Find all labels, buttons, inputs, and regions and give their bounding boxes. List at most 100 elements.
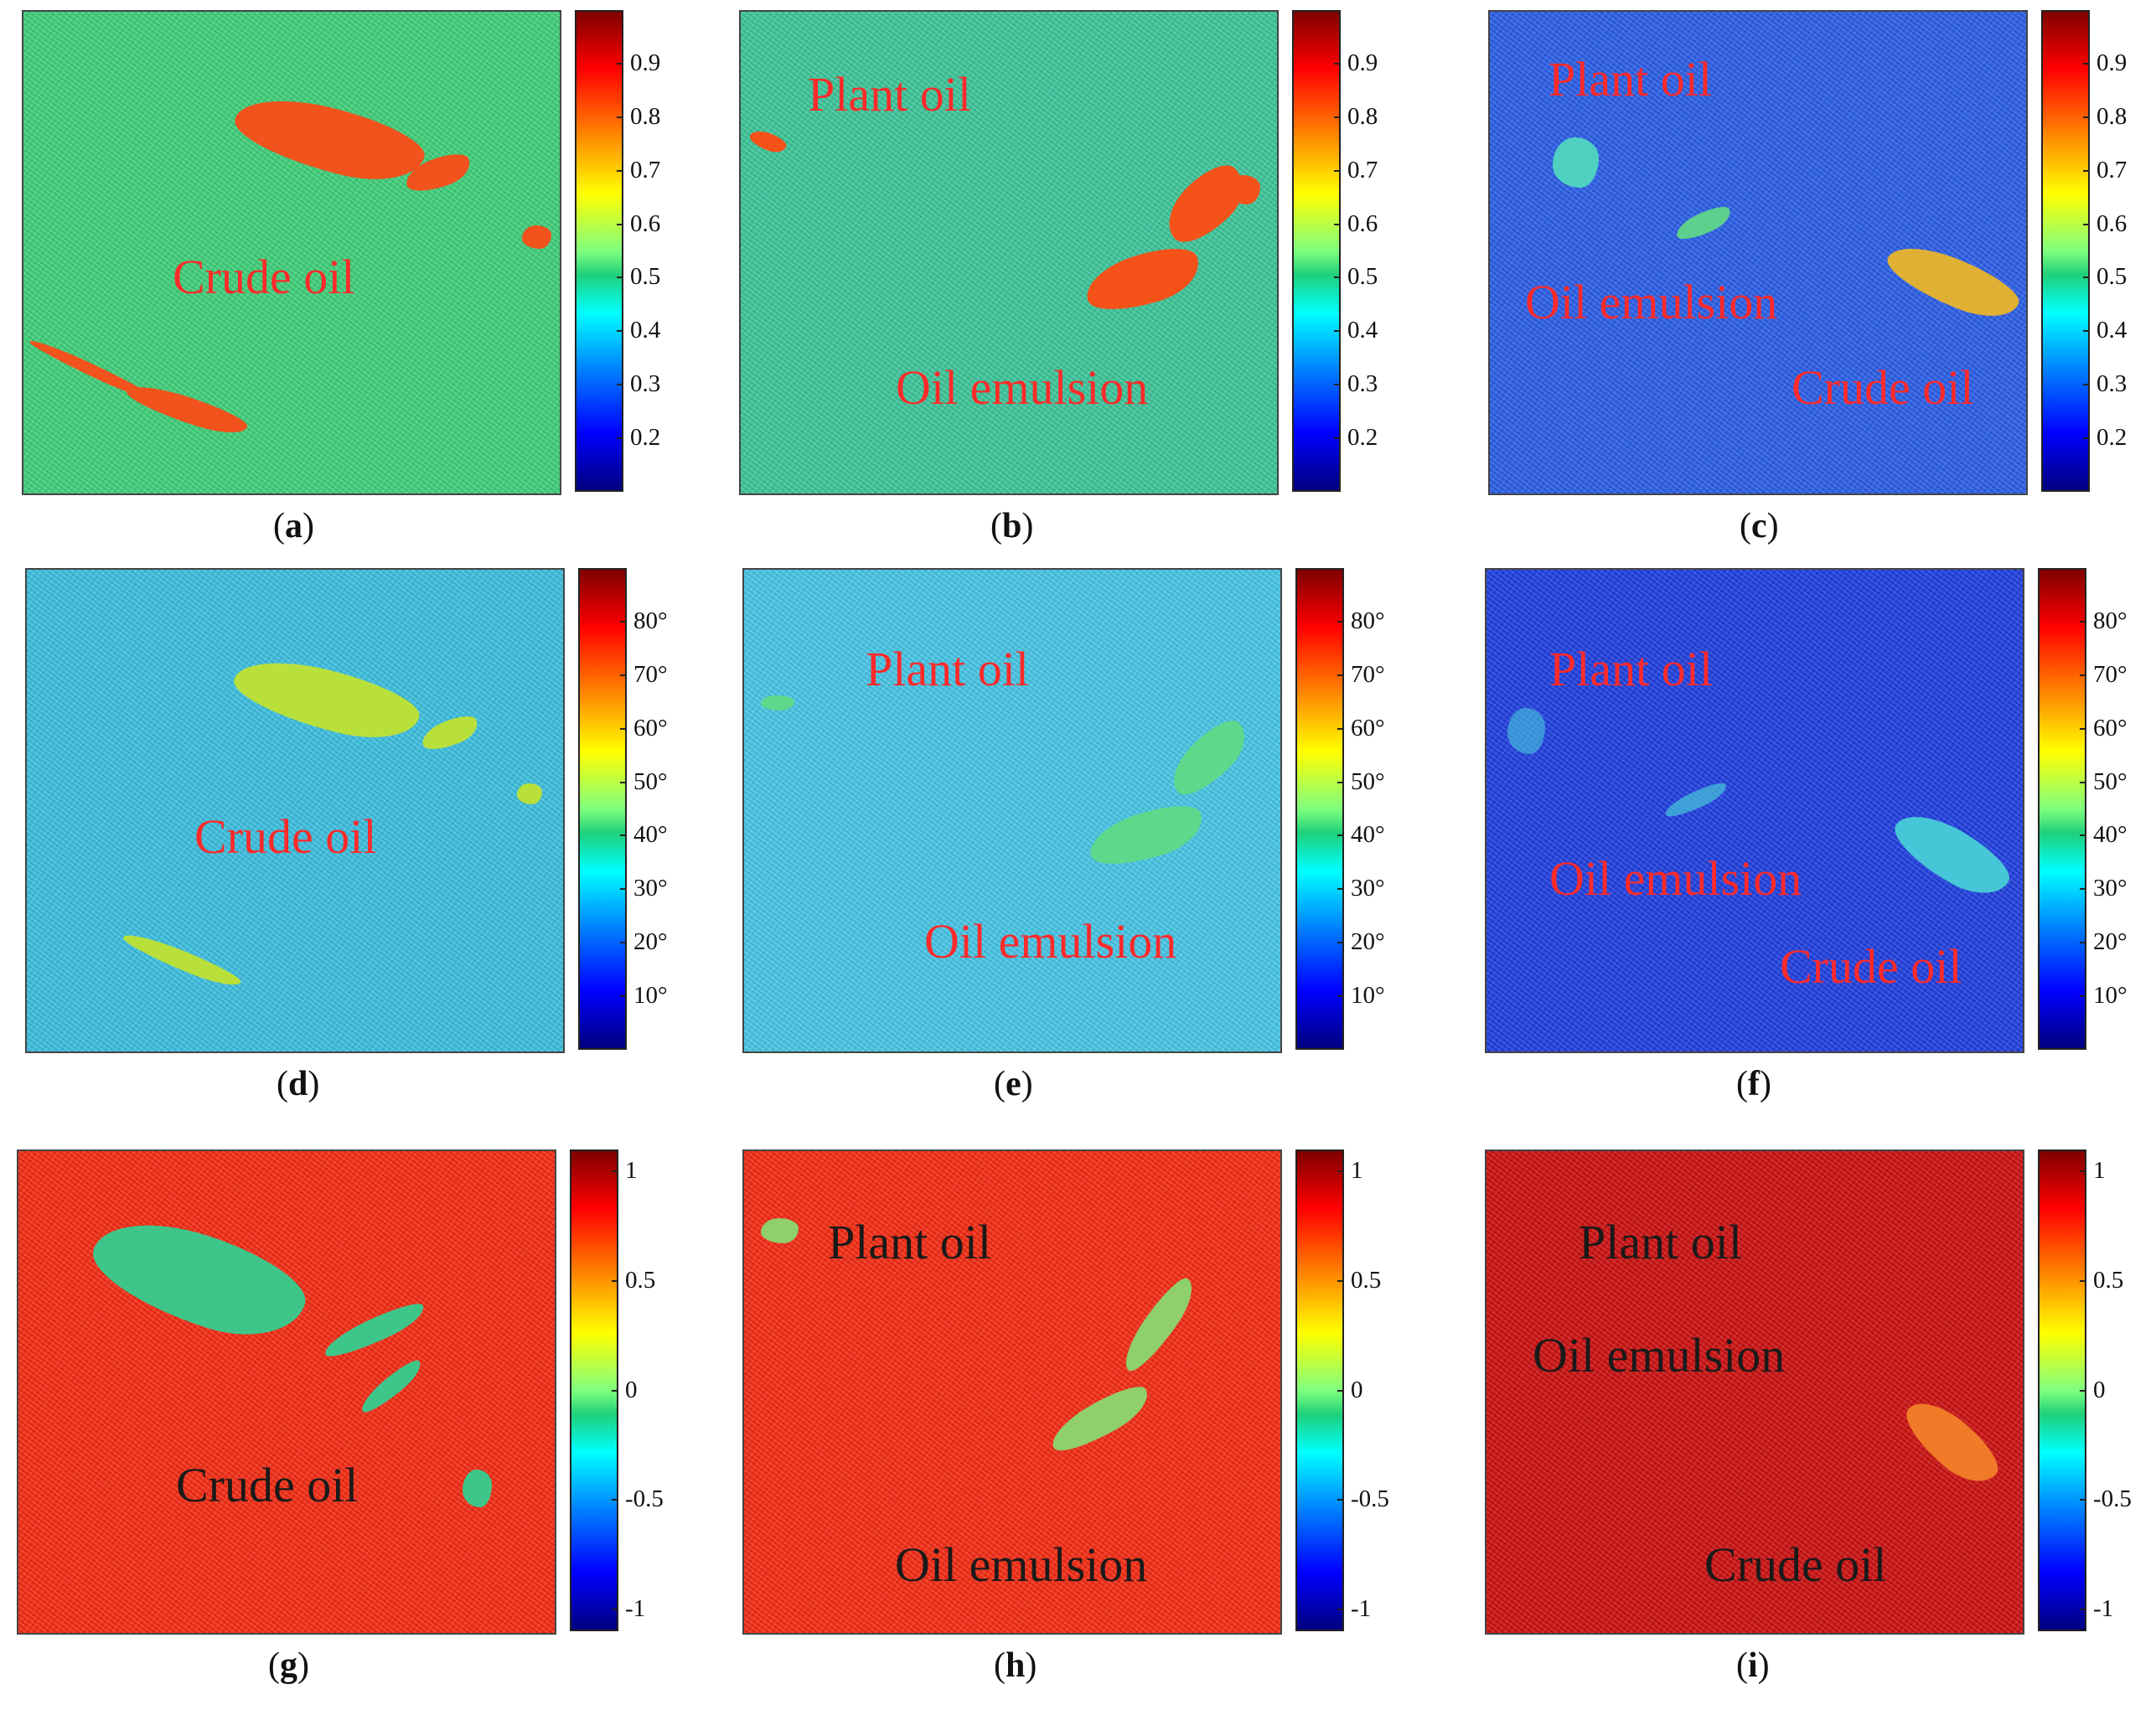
panel-i-label: Plant oil (1579, 1215, 1742, 1269)
colorbar-tick-label: 0.8 (630, 102, 661, 130)
colorbar-tick-label: 0.5 (625, 1266, 656, 1294)
colorbar-tick-label: 0 (1351, 1376, 1363, 1403)
panel-f-label: Oil emulsion (1549, 851, 1802, 906)
panel-d-slick (517, 783, 542, 804)
colorbar-tick-mark (620, 727, 627, 730)
panel-h-slick (761, 1218, 799, 1243)
colorbar-tick-mark (2080, 1389, 2086, 1392)
colorbar-tick-mark (1337, 995, 1344, 998)
colorbar (1292, 10, 1341, 492)
panel-d-map: Crude oil (25, 568, 565, 1053)
colorbar-tick-label: 50° (1351, 767, 1385, 795)
panel-e-map: Plant oil Oil emulsion (742, 568, 1282, 1053)
panel-caption: (d) (277, 1065, 320, 1103)
colorbar-tick-label: 0.5 (2097, 263, 2128, 291)
colorbar-tick-mark (617, 223, 623, 225)
colorbar-tick-label: 0.4 (1347, 317, 1378, 344)
panel-i: Plant oil Oil emulsion Crude oil -1 -0.5 0… (1485, 1149, 2153, 1685)
colorbar-tick-label: 70° (1351, 660, 1385, 688)
panel-h-label: Oil emulsion (895, 1537, 1148, 1592)
colorbar-tick-mark (2083, 116, 2090, 118)
colorbar-tick-mark (2080, 1499, 2086, 1501)
colorbar-tick-label: -0.5 (1351, 1485, 1389, 1513)
panel-caption: (i) (1736, 1646, 1770, 1685)
colorbar-tick-label: 0.8 (2097, 102, 2128, 130)
colorbar-tick-mark (612, 1389, 618, 1392)
panel-c-label: Crude oil (1791, 360, 1974, 415)
panel-f-label: Plant oil (1549, 642, 1713, 696)
colorbar-tick-label: 70° (633, 660, 668, 688)
colorbar-tick-mark (617, 169, 623, 172)
colorbar-tick-label: 80° (633, 607, 668, 634)
colorbar-tick-label: 0.2 (630, 424, 661, 452)
colorbar-tick-label: 0.2 (2097, 424, 2128, 452)
colorbar-tick-mark (1334, 116, 1341, 118)
colorbar-tick-label: 0.6 (1347, 209, 1378, 237)
panel-caption: (g) (268, 1646, 309, 1685)
colorbar-tick-mark (2080, 1170, 2086, 1173)
colorbar-tick-mark (617, 330, 623, 333)
colorbar-tick-label: 30° (2093, 875, 2128, 902)
colorbar-tick-mark (1334, 62, 1341, 65)
colorbar-tick-label: 60° (633, 714, 668, 741)
panel-d: Crude oil 10° 20° 30° 40° 50° 60° 70° 80° (d) (25, 568, 694, 1103)
panel-a-map: Crude oil (22, 10, 561, 495)
colorbar-tick-mark (2080, 674, 2086, 676)
colorbar-tick-label: -1 (625, 1594, 646, 1622)
panel-i-label: Oil emulsion (1533, 1328, 1786, 1382)
panel-h-label: Plant oil (828, 1215, 991, 1269)
colorbar-tick-label: 20° (633, 928, 668, 956)
colorbar-tick-mark (2080, 1608, 2086, 1610)
colorbar-tick-label: 0.2 (1347, 424, 1378, 452)
colorbar-tick-label: 70° (2093, 660, 2128, 688)
colorbar-tick-mark (620, 674, 627, 676)
panel-f-slick (1507, 708, 1545, 754)
panel-caption: (b) (990, 507, 1034, 545)
colorbar-tick-mark (612, 1499, 618, 1501)
panel-b: Plant oil Oil emulsion 0.2 0.3 0.4 0.5 0.6 0.… (739, 10, 1408, 545)
panel-caption-letter: d (288, 1065, 308, 1103)
colorbar-tick-label: 0.7 (2097, 156, 2128, 183)
colorbar (1295, 568, 1344, 1050)
colorbar-tick-mark (612, 1170, 618, 1173)
panel-i-map: Plant oil Oil emulsion Crude oil (1485, 1149, 2024, 1635)
colorbar-tick-mark (612, 1279, 618, 1282)
colorbar-tick-mark (1337, 1499, 1344, 1501)
colorbar-tick-mark (1337, 1608, 1344, 1610)
colorbar-tick-label: 0.5 (1351, 1266, 1382, 1294)
colorbar-tick-label: 0.9 (630, 49, 661, 76)
colorbar-tick-mark (2080, 620, 2086, 623)
colorbar-tick-label: 1 (625, 1157, 638, 1185)
colorbar (575, 10, 623, 492)
colorbar-tick-mark (1337, 1389, 1344, 1392)
panel-a-background (23, 12, 560, 493)
colorbar-tick-label: 20° (1351, 928, 1385, 956)
colorbar-tick-label: 0.5 (630, 263, 661, 291)
colorbar-tick-mark (620, 620, 627, 623)
colorbar-tick-mark (1337, 674, 1344, 676)
colorbar-tick-mark (620, 995, 627, 998)
panel-c-label: Oil emulsion (1525, 275, 1778, 329)
colorbar-tick-mark (2083, 223, 2090, 225)
panel-g-map: Crude oil (17, 1149, 556, 1635)
panel-e-label: Plant oil (866, 642, 1029, 696)
panel-g-label: Crude oil (176, 1458, 359, 1512)
panel-caption-letter: h (1006, 1646, 1026, 1685)
panel-d-background (27, 570, 563, 1051)
panel-e-label: Oil emulsion (924, 914, 1177, 969)
colorbar-tick-label: 80° (1351, 607, 1385, 634)
colorbar-tick-mark (617, 276, 623, 279)
colorbar-tick-mark (1334, 276, 1341, 279)
colorbar-tick-label: 50° (2093, 767, 2128, 795)
colorbar-tick-label: 40° (633, 821, 668, 849)
panel-c-label: Plant oil (1548, 52, 1712, 106)
panel-a: Crude oil 0.2 0.3 0.4 0.5 0.6 0.7 0.8 0.9 (a) (22, 10, 690, 545)
panel-caption-letter: e (1006, 1065, 1021, 1103)
colorbar-tick-mark (2083, 276, 2090, 279)
panel-caption-letter: c (1751, 507, 1767, 545)
panel-f-background (1486, 570, 2023, 1051)
colorbar-tick-mark (1334, 437, 1341, 440)
panel-f: Plant oil Oil emulsion Crude oil 10° 20° 3… (1485, 568, 2153, 1103)
panel-e: Plant oil Oil emulsion 10° 20° 30° 40° 50° 60… (742, 568, 1411, 1103)
colorbar-tick-label: 0.5 (2093, 1266, 2124, 1294)
